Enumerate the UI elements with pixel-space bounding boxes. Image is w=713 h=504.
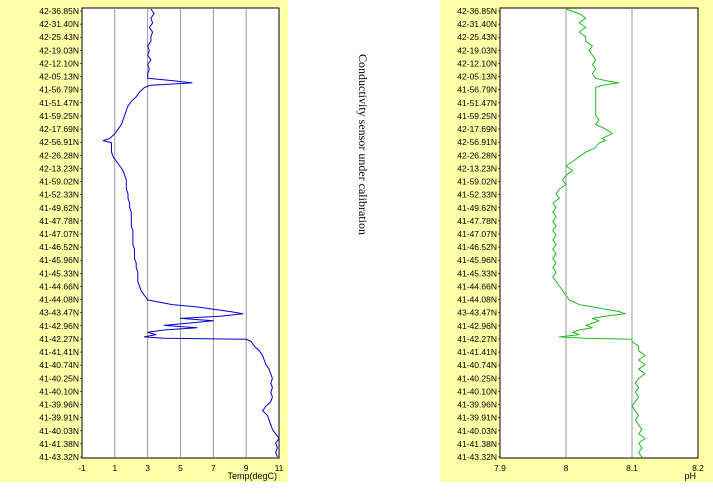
ph-latitude-label: 41-45.33N [457,268,497,278]
ph-latitude-label: 42-05.13N [457,72,497,82]
ph-latitude-label: 42-36.85N [457,6,497,16]
temp-latitude-label: 42-25.43N [39,32,79,42]
temp-x-axis-title: Temp(degC) [227,471,277,481]
ph-latitude-label: 42-31.40N [457,19,497,29]
ph-chart: 7.9 8 8.1 8.2pH 42-36.85N 42-31.40N 42-25.43N 4… [440,0,713,482]
ph-latitude-label: 41-40.03N [457,426,497,436]
temp-x-tick-label: -1 [78,463,86,473]
ph-latitude-label: 41-41.41N [457,347,497,357]
ph-latitude-label: 41-40.25N [457,373,497,383]
ph-latitude-label: 42-19.03N [457,45,497,55]
temp-latitude-label: 41-40.03N [39,426,79,436]
temp-latitude-label: 41-59.02N [39,177,79,187]
temp-latitude-label: 41-42.27N [39,334,79,344]
temp-latitude-label: 41-47.07N [39,229,79,239]
temp-latitude-label: 42-12.10N [39,58,79,68]
ph-latitude-label: 42-12.10N [457,58,497,68]
temp-latitude-label: 42-17.69N [39,124,79,134]
ph-series-line [552,8,646,458]
ph-plot-area [499,7,699,459]
ph-latitude-label: 41-41.38N [457,439,497,449]
ph-latitude-label: 42-25.43N [457,32,497,42]
ph-x-tick-label: 7.9 [494,463,506,473]
temp-x-tick-label: 9 [244,463,249,473]
temp-latitude-label: 42-56.91N [39,137,79,147]
temp-x-tick-label: 3 [145,463,150,473]
ph-latitude-label: 41-39.91N [457,413,497,423]
temp-latitude-label: 41-40.25N [39,373,79,383]
ph-latitude-label: 43-43.47N [457,308,497,318]
temp-latitude-label: 41-59.25N [39,111,79,121]
ph-latitude-label: 41-52.33N [457,190,497,200]
ph-latitude-label: 41-42.96N [457,321,497,331]
temp-latitude-label: 41-46.52N [39,242,79,252]
temp-latitude-label: 41-56.79N [39,85,79,95]
temp-latitude-label: 41-47.78N [39,216,79,226]
temp-series-line [102,8,280,458]
temp-latitude-label: 41-39.96N [39,400,79,410]
temp-latitude-label: 41-45.96N [39,255,79,265]
ph-latitude-label: 41-47.78N [457,216,497,226]
temp-latitude-label: 42-31.40N [39,19,79,29]
ph-latitude-label: 42-13.23N [457,163,497,173]
ph-latitude-label: 41-56.79N [457,85,497,95]
ph-x-axis-title: pH [684,471,696,481]
temp-latitude-label: 42-05.13N [39,72,79,82]
temp-latitude-label: 41-39.91N [39,413,79,423]
ph-latitude-label: 41-59.25N [457,111,497,121]
temp-latitude-label: 41-40.74N [39,360,79,370]
temp-latitude-label: 43-43.47N [39,308,79,318]
ph-latitude-label: 41-42.27N [457,334,497,344]
ph-latitude-label: 41-51.47N [457,98,497,108]
temp-latitude-label: 41-51.47N [39,98,79,108]
ph-x-tick-label: 8.2 [692,463,704,473]
temp-latitude-label: 42-13.23N [39,163,79,173]
temp-latitude-label: 41-41.38N [39,439,79,449]
temp-latitude-label: 42-36.85N [39,6,79,16]
ph-latitude-label: 41-59.02N [457,177,497,187]
temp-latitude-label: 41-49.62N [39,203,79,213]
ph-x-tick-label: 8.1 [626,463,638,473]
ph-latitude-label: 41-47.07N [457,229,497,239]
temp-latitude-label: 42-26.28N [39,150,79,160]
ph-latitude-label: 41-44.08N [457,295,497,305]
temp-latitude-label: 41-45.33N [39,268,79,278]
temp-latitude-label: 41-52.33N [39,190,79,200]
ph-latitude-label: 42-26.28N [457,150,497,160]
temp-x-tick-label: 5 [178,463,183,473]
temp-latitude-label: 41-44.08N [39,295,79,305]
temp-latitude-label: 41-44.66N [39,281,79,291]
temp-latitude-label: 41-42.96N [39,321,79,331]
ph-latitude-label: 41-40.74N [457,360,497,370]
temp-latitude-label: 41-43.32N [39,452,79,462]
temp-latitude-label: 42-19.03N [39,45,79,55]
ph-latitude-label: 41-49.62N [457,203,497,213]
temp-latitude-label: 41-40.10N [39,386,79,396]
ph-latitude-label: 41-45.96N [457,255,497,265]
temp-x-tick-label: 1 [112,463,117,473]
ph-latitude-label: 41-46.52N [457,242,497,252]
temp-x-tick-label: 11 [275,463,284,473]
ph-latitude-label: 42-56.91N [457,137,497,147]
ph-latitude-label: 42-17.69N [457,124,497,134]
calibration-note-text: Conductivity sensor under calibration [356,54,370,235]
ph-latitude-label: 41-39.96N [457,400,497,410]
ph-latitude-label: 41-43.32N [457,452,497,462]
temp-latitude-label: 41-41.41N [39,347,79,357]
ph-latitude-label: 41-44.66N [457,281,497,291]
ph-x-tick-label: 8 [564,463,569,473]
ph-latitude-label: 41-40.10N [457,386,497,396]
temp-x-tick-label: 7 [211,463,216,473]
